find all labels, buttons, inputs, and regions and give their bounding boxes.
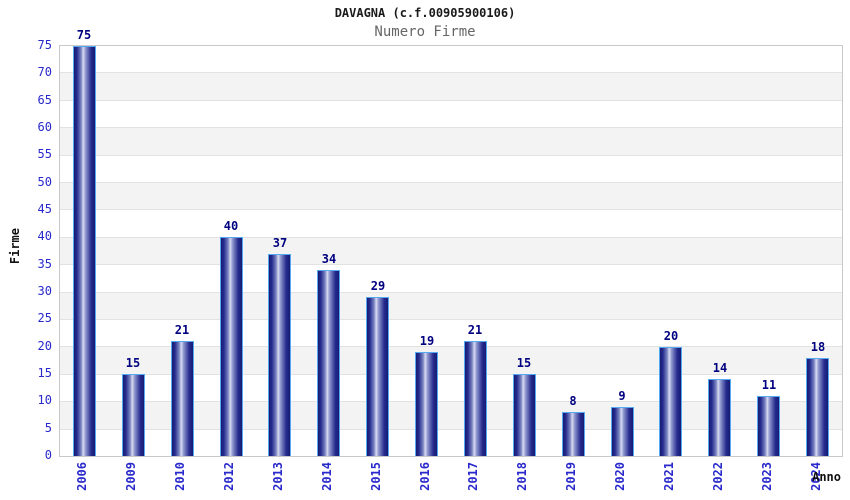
bar xyxy=(513,374,536,456)
bar-value-label: 14 xyxy=(712,361,728,375)
grid-band xyxy=(60,128,842,156)
y-tick-label: 5 xyxy=(44,420,52,435)
bar xyxy=(464,341,487,456)
y-tick-label: 45 xyxy=(37,202,52,216)
grid-band xyxy=(60,156,842,184)
x-tick-label: 2009 xyxy=(124,462,138,491)
bar xyxy=(366,297,389,456)
x-tick-label: 2018 xyxy=(515,462,529,491)
bar-value-label: 8 xyxy=(569,394,577,408)
grid-band xyxy=(60,292,842,321)
y-tick-label: 50 xyxy=(37,174,52,189)
grid-band xyxy=(60,265,842,293)
x-tick-label: 2006 xyxy=(75,462,89,491)
y-tick-label: 30 xyxy=(37,284,52,298)
y-axis-ticks: 75 70 65 60 55 50 45 40 35 30 25 20 15 10 5 0 xyxy=(0,38,52,462)
bar-value-label: 34 xyxy=(321,252,337,266)
bar-value-label: 37 xyxy=(272,236,288,250)
grid-band xyxy=(60,210,842,238)
bar-value-label: 15 xyxy=(125,356,141,370)
grid-band xyxy=(60,375,842,403)
bar xyxy=(73,46,96,456)
bar xyxy=(806,358,829,456)
bar xyxy=(611,407,634,456)
bar-value-label: 40 xyxy=(223,219,239,233)
x-tick-label: 2010 xyxy=(173,462,187,491)
grid-band xyxy=(60,183,842,211)
y-tick-label: 0 xyxy=(44,448,52,462)
bar xyxy=(659,347,682,456)
x-axis-ticks: 2006 2009 2010 2012 2013 2014 2015 2016 2017 2018… xyxy=(59,456,841,500)
y-tick-label: 70 xyxy=(37,65,52,80)
bar xyxy=(220,237,243,456)
bar-value-label: 20 xyxy=(663,329,679,343)
x-tick-label: 2017 xyxy=(466,462,480,491)
bars-layer: 75 15 21 40 37 34 29 19 21 15 8 9 20 14 11 18 xyxy=(60,29,842,456)
grid-band xyxy=(60,73,842,101)
bar xyxy=(562,412,585,456)
grid-band xyxy=(60,320,842,348)
bar xyxy=(415,352,438,456)
x-tick-label: 2015 xyxy=(369,462,383,491)
bar-value-label: 15 xyxy=(516,356,532,370)
chart-subtitle: Numero Firme xyxy=(374,24,476,40)
y-tick-label: 75 xyxy=(37,38,52,52)
bar-value-label: 18 xyxy=(810,340,826,354)
bar-value-label: 21 xyxy=(174,323,190,337)
y-tick-label: 60 xyxy=(37,120,52,134)
y-tick-label: 15 xyxy=(37,366,52,380)
bar xyxy=(757,396,780,456)
x-tick-label: 2012 xyxy=(222,462,236,491)
bar xyxy=(708,379,731,456)
bar-value-label: 11 xyxy=(761,378,777,392)
bar xyxy=(317,270,340,456)
y-tick-label: 20 xyxy=(37,338,52,353)
grid-band xyxy=(60,46,842,74)
y-tick-label: 10 xyxy=(37,393,52,408)
x-tick-label: 2013 xyxy=(271,462,285,491)
x-tick-label: 2022 xyxy=(711,462,725,491)
bar xyxy=(268,254,291,456)
x-tick-label: 2016 xyxy=(418,462,432,491)
bar-value-label: 29 xyxy=(370,279,386,293)
y-tick-label: 35 xyxy=(37,256,52,271)
bar-value-label: 19 xyxy=(419,334,435,348)
bar-value-label: 75 xyxy=(76,28,92,42)
bar xyxy=(171,341,194,456)
bar-value-label: 21 xyxy=(467,323,483,337)
x-axis-label: Anno xyxy=(812,470,841,484)
x-tick-label: 2014 xyxy=(320,462,334,491)
grid-band xyxy=(60,101,842,129)
plot-area: 75 15 21 40 37 34 29 19 21 15 8 9 20 14 11 18 xyxy=(59,29,843,457)
x-tick-label: 2019 xyxy=(564,462,578,491)
bar xyxy=(122,374,145,456)
bar-value-label: 9 xyxy=(618,389,626,403)
x-tick-label: 2020 xyxy=(613,462,627,491)
x-tick-label: 2021 xyxy=(662,462,676,491)
y-tick-label: 65 xyxy=(37,92,52,107)
y-tick-label: 25 xyxy=(37,311,52,326)
x-tick-label: 2023 xyxy=(760,462,774,491)
chart-title: DAVAGNA (c.f.00905900106) xyxy=(334,6,516,20)
grid-band xyxy=(60,237,842,266)
y-tick-label: 55 xyxy=(37,147,52,162)
y-tick-label: 40 xyxy=(37,229,52,244)
